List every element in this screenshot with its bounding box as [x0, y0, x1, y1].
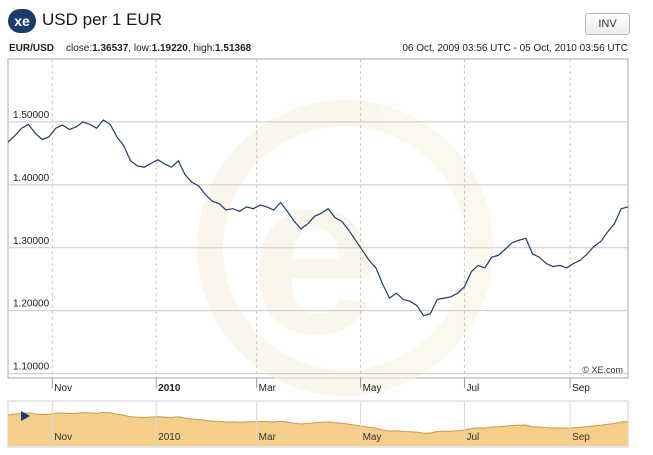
low-label: low: — [133, 43, 152, 54]
y-tick-label: 1.20000 — [13, 299, 50, 310]
chart-title: USD per 1 EUR — [42, 10, 162, 29]
high-label: high: — [193, 43, 216, 54]
xe-logo: xe — [8, 9, 36, 33]
x-tick-label: 2010 — [158, 383, 181, 394]
x-tick-label: Mar — [259, 383, 277, 394]
info-bar: EUR/USD close:1.36537, low:1.19220, high… — [0, 43, 653, 57]
chart-header: xe USD per 1 EUR INV — [0, 0, 653, 40]
navigator-tick-label: Jul — [466, 432, 479, 443]
currency-pair: EUR/USD — [9, 43, 55, 54]
y-tick-label: 1.40000 — [13, 173, 50, 184]
navigator-tick-label: 2010 — [158, 432, 181, 443]
invert-button[interactable]: INV — [585, 13, 630, 35]
svg-text:e: e — [250, 125, 378, 382]
price-stats: close:1.36537, low:1.19220, high:1.51368 — [66, 43, 252, 54]
close-label: close: — [66, 43, 93, 54]
x-tick-label: Jul — [466, 383, 479, 394]
x-tick-label: Sep — [572, 383, 590, 394]
watermark-text: © XE.com — [582, 365, 623, 375]
navigator-chart[interactable]: Nov 2010 Mar May Jul Sep — [0, 398, 653, 450]
low-value: 1.19220 — [151, 43, 188, 54]
navigator-tick-label: Mar — [259, 432, 277, 443]
navigator-line — [7, 411, 629, 434]
date-range: 06 Oct, 2009 03:56 UTC - 05 Oct, 2010 03… — [402, 43, 628, 54]
x-tick-label: Nov — [54, 383, 72, 394]
y-tick-label: 1.30000 — [13, 236, 50, 247]
y-tick-label: 1.10000 — [13, 362, 50, 373]
high-value: 1.51368 — [215, 43, 252, 54]
navigator-tick-label: May — [363, 432, 382, 443]
close-value: 1.36537 — [92, 43, 129, 54]
main-chart[interactable]: e 1.50000 1.40000 1.30000 1.20000 1.10000 © … — [0, 58, 653, 398]
navigator-area — [8, 412, 628, 446]
navigator-tick-label: Sep — [572, 432, 590, 443]
rate-line — [7, 119, 629, 317]
y-tick-label: 1.50000 — [13, 110, 50, 121]
navigator-tick-label: Nov — [54, 432, 72, 443]
x-tick-label: May — [363, 383, 382, 394]
play-icon[interactable] — [21, 411, 30, 421]
